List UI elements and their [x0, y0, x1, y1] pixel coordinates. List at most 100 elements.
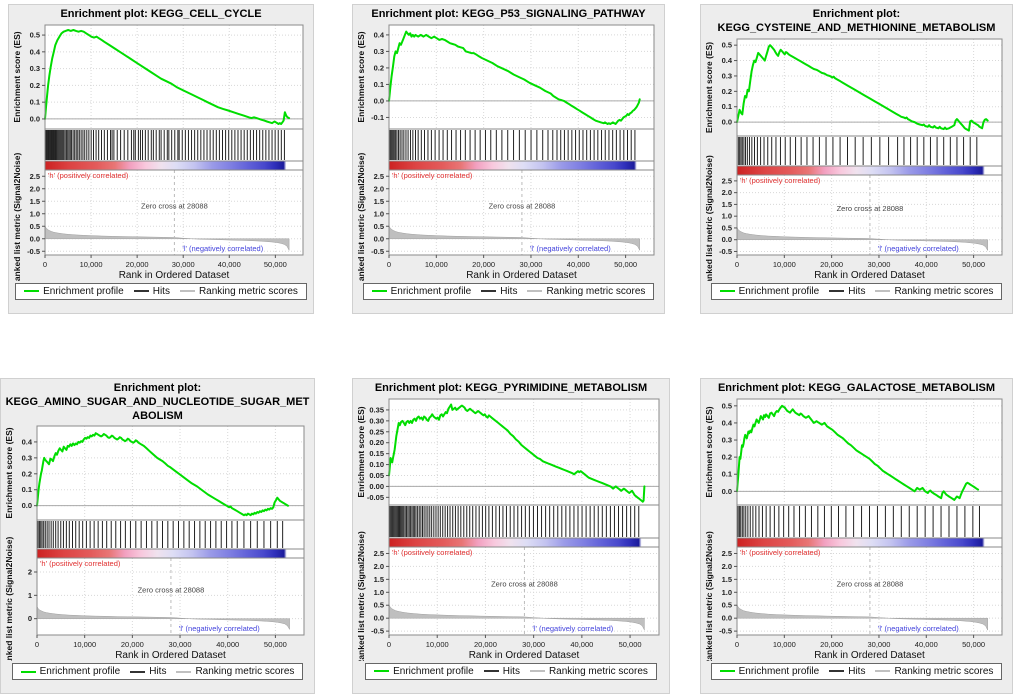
legend-label: Hits [848, 285, 866, 297]
ranking-metric-area [736, 226, 988, 251]
plot-borders [736, 38, 1003, 255]
x-axis-tick-label: 40,000 [218, 260, 241, 269]
rank-axis-tick-label: 0.0 [30, 234, 40, 243]
rank-axis-tick-label: 1.5 [374, 197, 384, 206]
rank-axis-tick-label: 2.0 [30, 184, 40, 193]
legend-item-enrichment-profile: Enrichment profile [20, 666, 120, 677]
plot-borders [736, 398, 1003, 636]
x-axis-tick-label: 40,000 [915, 640, 938, 649]
rank-axis-tick-label: 1.0 [30, 209, 40, 218]
rank-axis-tick-label: 0.5 [722, 223, 732, 232]
rank-color-bar [45, 160, 303, 170]
x-axis-tick-label: 10,000 [773, 640, 796, 649]
rank-axis-tick-label: -0.5 [371, 626, 384, 635]
es-axis-tick-label: 0.1 [722, 102, 732, 111]
x-axis-tick-label: 20,000 [820, 640, 843, 649]
rank-axis-tick-label: 1.5 [722, 575, 732, 584]
legend-line-swatch [481, 290, 497, 293]
es-axis-tick-label: 0.0 [30, 114, 40, 123]
rank-axis-tick-label: 2.5 [722, 176, 732, 185]
hits-strip [737, 505, 980, 537]
rank-axis-tick-label: 2.0 [722, 188, 732, 197]
es-axis-tick-label: 0.00 [369, 482, 384, 491]
legend-line-swatch [176, 670, 192, 673]
legend-label: Enrichment profile [738, 285, 820, 297]
chart-legend: Enrichment profile Hits Ranking metric sco… [362, 282, 655, 300]
negatively-correlated-label: 'l' (negatively correlated) [878, 244, 959, 253]
enrichment-score-curve [736, 43, 989, 132]
ranking-metric-area [736, 604, 988, 630]
es-axis-tick-label: 0.2 [722, 452, 732, 461]
enrichment-score-curve [388, 30, 641, 125]
legend-label: Ranking metric scores [548, 665, 648, 677]
legend-line-swatch [719, 290, 735, 292]
es-axis-tick-label: 0.05 [369, 471, 384, 480]
positively-correlated-label: 'h' (positively correlated) [740, 548, 821, 557]
es-axis-tick-label: 0.4 [22, 438, 33, 447]
rank-axis-tick-label: 2 [28, 568, 32, 577]
legend-label: Ranking metric scores [546, 285, 646, 297]
es-axis-label: Enrichment score (ES) [704, 41, 714, 132]
hits-strip [45, 129, 285, 160]
positively-correlated-label: 'h' (positively correlated) [392, 548, 473, 557]
enrichment-score-curve [36, 432, 289, 517]
x-axis-tick-label: 50,000 [962, 260, 985, 269]
rank-axis-tick-label: 0 [28, 614, 32, 623]
x-axis-tick-label: 0 [387, 640, 391, 649]
legend-label: Hits [848, 665, 866, 677]
legend-line-swatch [527, 290, 543, 293]
es-axis-tick-label: 0.2 [22, 470, 32, 479]
legend-label: Hits [502, 665, 520, 677]
enrichment-chart: 0.5 0.4 0.3 0.2 0.1 0.0 2.5 2.0 1.5 1.0 0.5 0.0 -0.5… [704, 398, 1003, 661]
positively-correlated-label: 'h' (positively correlated) [392, 171, 473, 180]
legend-item-hits: Hits [130, 666, 166, 677]
es-axis-tick-label: 0.2 [722, 86, 732, 95]
rank-axis-tick-label: 1.5 [30, 197, 40, 206]
legend-item-ranking-metric-scores: Ranking metric scores [875, 666, 993, 677]
es-axis-tick-label: 0.4 [722, 418, 733, 427]
rank-color-bar [737, 537, 1002, 547]
es-axis-tick-label: 0.4 [722, 56, 733, 65]
es-axis-label: Enrichment score (ES) [4, 428, 14, 519]
panel-title-line: Enrichment plot: KEGG_CELL_CYCLE [60, 8, 262, 20]
x-axis-tick-label: 20,000 [126, 260, 149, 269]
rank-axis-label: Ranked list metric (Signal2Noise) [704, 531, 714, 661]
es-axis-tick-label: 0.1 [722, 469, 732, 478]
negatively-correlated-label: 'l' (negatively correlated) [878, 624, 959, 633]
plot-borders [36, 425, 305, 636]
panel-title-line: Enrichment plot: KEGG_GALACTOSE_METABOLI… [717, 382, 996, 394]
gsea-panel: Enrichment plot: KEGG_CELL_CYCLE 0.5 0.4 0… [8, 4, 314, 314]
legend-line-swatch [371, 290, 387, 293]
zero-cross-label: Zero cross at 28088 [837, 204, 904, 213]
es-axis-tick-label: 0.3 [722, 435, 732, 444]
rank-axis-tick-label: 2.5 [30, 172, 40, 181]
hits-strip [37, 521, 284, 549]
rank-color-bar [737, 165, 1002, 175]
x-axis-tick-label: 0 [35, 640, 39, 649]
rank-axis-tick-label: 1 [28, 591, 32, 600]
legend-label: Ranking metric scores [894, 285, 994, 297]
legend-label: Hits [149, 666, 167, 678]
legend-item-hits: Hits [481, 286, 517, 297]
legend-label: Enrichment profile [390, 285, 472, 297]
es-axis-tick-label: 0.1 [374, 80, 384, 89]
x-axis-tick-label: 30,000 [519, 260, 542, 269]
enrichment-score-curve [388, 403, 646, 503]
es-axis-tick-label: 0.3 [374, 47, 384, 56]
chart-legend: Enrichment profile Hits Ranking metric sco… [15, 282, 307, 300]
rank-axis-tick-label: 1.0 [374, 209, 384, 218]
x-axis-tick-label: 0 [735, 260, 739, 269]
panel-title-line: Enrichment plot: [812, 8, 901, 20]
legend-line-swatch [24, 290, 40, 293]
es-axis-label: Enrichment score (ES) [12, 31, 22, 122]
x-axis-label: Rank in Ordered Dataset [115, 650, 226, 661]
rank-axis-label: Ranked list metric (Signal2Noise) [356, 152, 366, 280]
panel-title: Enrichment plot: KEGG_GALACTOSE_METABOLI… [701, 379, 1012, 396]
x-axis-label: Rank in Ordered Dataset [469, 650, 580, 661]
legend-item-ranking-metric-scores: Ranking metric scores [176, 666, 294, 677]
es-axis-tick-label: 0.0 [374, 96, 384, 105]
es-axis-tick-label: 0.3 [30, 64, 40, 73]
es-axis-tick-label: 0.1 [22, 485, 32, 494]
rank-axis-tick-label: 0.5 [722, 600, 732, 609]
x-axis-tick-label: 50,000 [619, 640, 642, 649]
